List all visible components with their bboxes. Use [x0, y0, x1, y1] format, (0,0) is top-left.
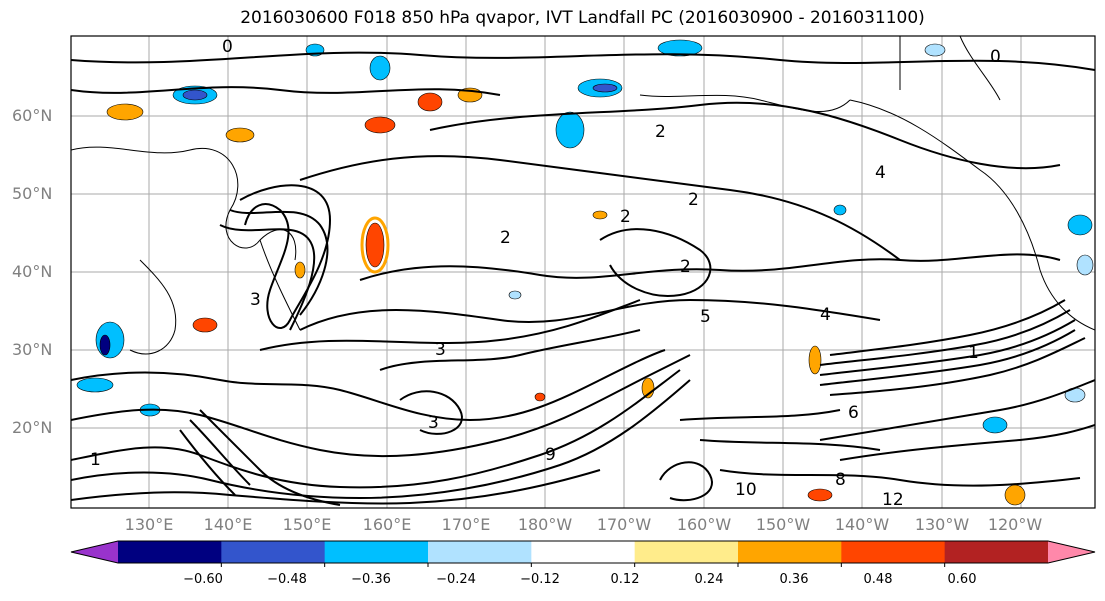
- lat-label: 50°N: [12, 184, 53, 203]
- colorbar-tick-label: 0.48: [863, 572, 893, 587]
- colorbar-tick-label: 0.12: [610, 572, 640, 587]
- colorbar-tick-label: 0.24: [694, 572, 724, 587]
- contour-label: 4: [820, 305, 831, 325]
- contour-label: 2: [620, 207, 631, 227]
- colorbar-segment: [944, 541, 1049, 563]
- contour-label: 2: [688, 190, 699, 210]
- colorbar-segment: [531, 541, 636, 563]
- colorbar-segment: [428, 541, 532, 563]
- lat-label: 20°N: [12, 418, 53, 437]
- lon-label: 170°E: [441, 515, 491, 534]
- contour-label: 0: [222, 37, 233, 57]
- colorbar-tick-label: −0.24: [436, 572, 476, 587]
- colorbar-tick-label: −0.36: [351, 572, 391, 587]
- colorbar-extend-high: [1048, 541, 1095, 563]
- contour-label: 10: [735, 480, 757, 500]
- colorbar-extend-low: [71, 541, 118, 563]
- lon-label: 140°E: [203, 515, 253, 534]
- lon-label: 160°E: [362, 515, 412, 534]
- lat-label: 60°N: [12, 106, 53, 125]
- map-frame: [70, 35, 1096, 509]
- colorbar-segment: [118, 541, 222, 563]
- contour-label: 3: [250, 290, 261, 310]
- contour-label: 3: [428, 413, 439, 433]
- colorbar-segment: [221, 541, 326, 563]
- contour-label: 2: [655, 122, 666, 142]
- contour-label: 2: [680, 257, 691, 277]
- lon-label: 130°W: [914, 515, 970, 534]
- contour-label: 0: [990, 47, 1001, 67]
- contour-label: 1: [90, 450, 101, 470]
- contour-label: 5: [700, 307, 711, 327]
- lat-label: 40°N: [12, 262, 53, 281]
- gridlines: [71, 36, 1095, 508]
- lon-label: 130°E: [124, 515, 174, 534]
- contour-label: 9: [545, 445, 556, 465]
- lon-label: 140°W: [834, 515, 890, 534]
- lon-label: 170°W: [596, 515, 652, 534]
- colorbar-outline: [70, 540, 1096, 564]
- qvapor-anomaly-patches: [76, 39, 1094, 506]
- colorbar-tick-label: −0.48: [267, 572, 307, 587]
- lon-label: 180°W: [517, 515, 573, 534]
- contour-label: 3: [435, 340, 446, 360]
- colorbar-segment: [324, 541, 429, 563]
- contour-label: 2: [500, 228, 511, 248]
- contour-label: 6: [848, 403, 859, 423]
- colorbar-segment: [738, 541, 842, 563]
- contour-labels: 0 2 2 2 2 2 3 3 3 4 5 1 4 0 6 8 12 10 9 …: [90, 37, 1001, 510]
- contour-label: 12: [882, 490, 904, 510]
- colorbar-segment: [634, 541, 739, 563]
- colorbar: [70, 540, 1096, 567]
- lon-label: 160°W: [676, 515, 732, 534]
- lat-label: 30°N: [12, 340, 53, 359]
- colorbar-tick-label: −0.60: [183, 572, 223, 587]
- contour-label: 8: [835, 470, 846, 490]
- ivt-contours: [71, 51, 1095, 506]
- colorbar-tick-label: 0.60: [947, 572, 977, 587]
- colorbar-tick-label: −0.12: [520, 572, 560, 587]
- lon-label: 120°W: [987, 515, 1043, 534]
- lon-label: 150°W: [755, 515, 811, 534]
- lon-label: 150°E: [282, 515, 332, 534]
- map-title: 2016030600 F018 850 hPa qvapor, IVT Land…: [240, 8, 925, 28]
- contour-label: 4: [875, 163, 886, 183]
- contour-label: 1: [968, 343, 979, 363]
- colorbar-tick-label: 0.36: [779, 572, 809, 587]
- colorbar-segment: [841, 541, 946, 563]
